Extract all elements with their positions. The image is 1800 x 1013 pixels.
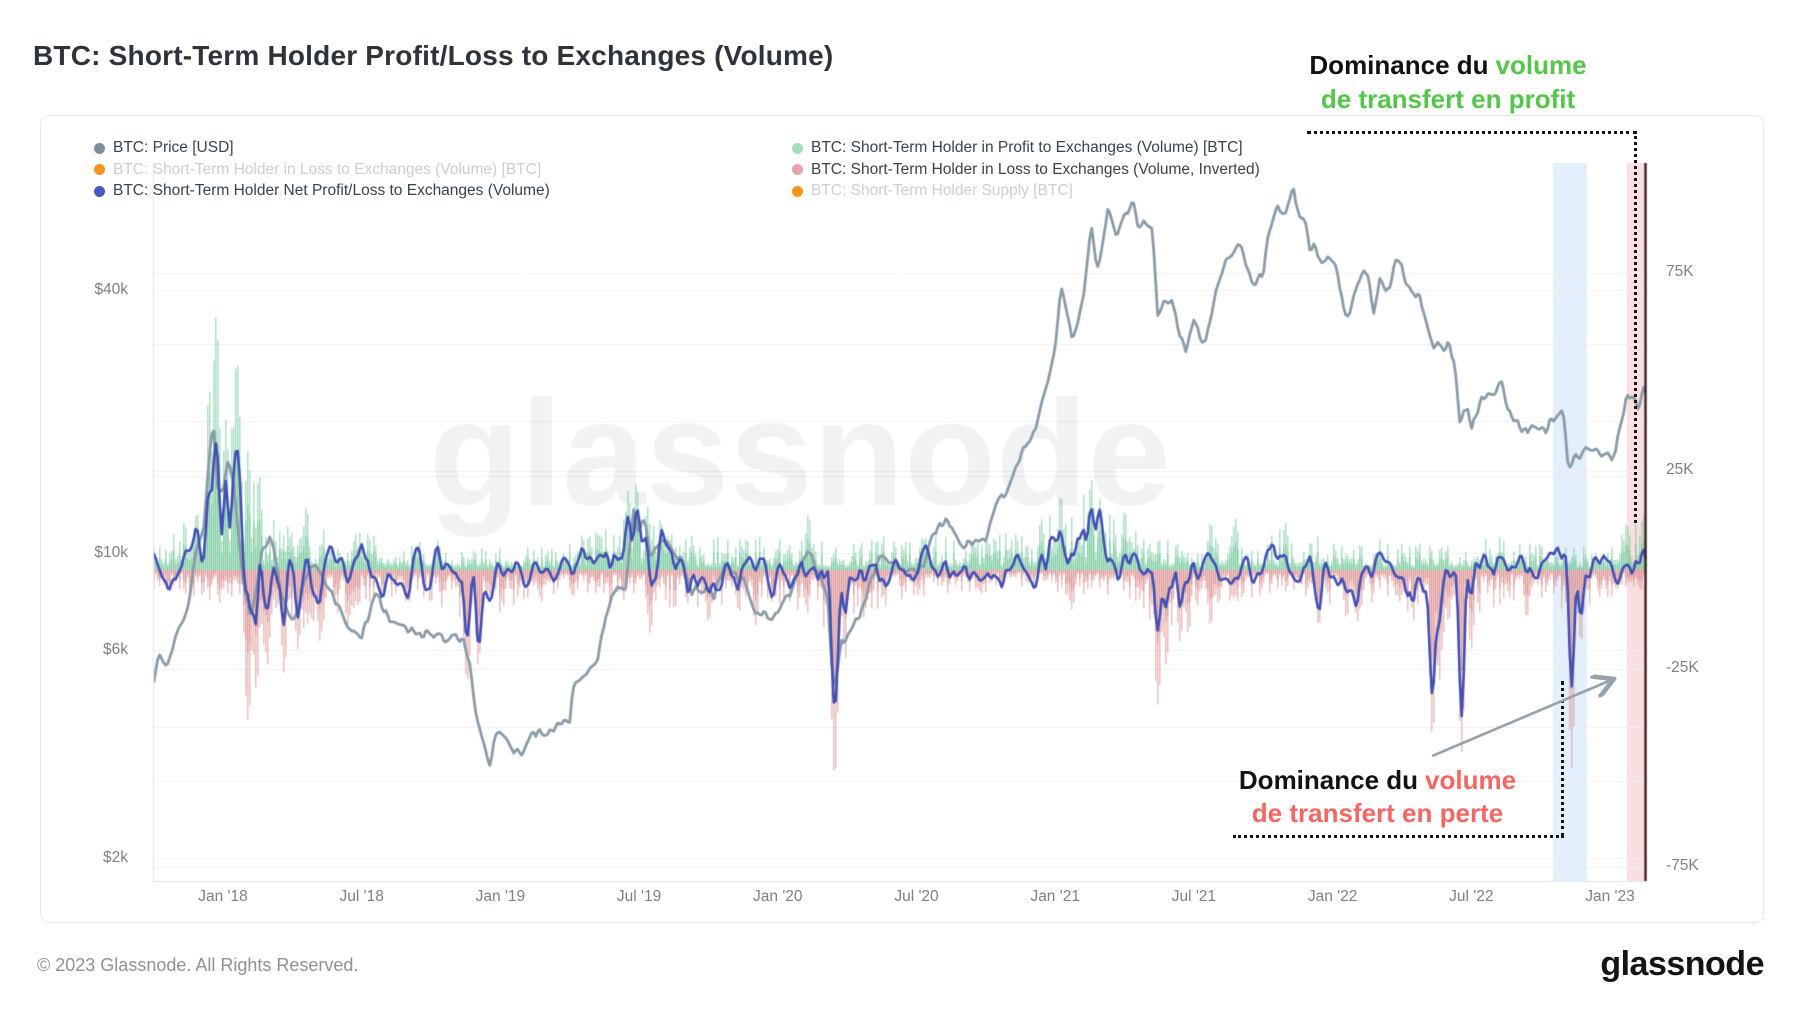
legend-dot-icon: [792, 164, 803, 175]
legend-item-label: BTC: Short-Term Holder in Loss to Exchan…: [113, 160, 542, 178]
annotation-loss-dominance: Dominance du volume de transfert en perte: [1185, 764, 1570, 830]
x-axis-tick-label: Jul '21: [1171, 888, 1217, 905]
x-axis-tick-label: Jan '20: [753, 888, 803, 905]
annotation-loss-line1: Dominance du volume: [1238, 765, 1517, 795]
legend-item-2[interactable]: BTC: Short-Term Holder Net Profit/Loss t…: [94, 181, 550, 201]
legend-item-1[interactable]: BTC: Short-Term Holder in Loss to Exchan…: [94, 160, 541, 180]
x-axis-tick-label: Jul '18: [339, 888, 384, 905]
x-axis-tick-label: Jan '22: [1307, 888, 1358, 905]
y-axis-left-tick-label: $2k: [103, 849, 128, 867]
y-axis-right-tick-label: 25K: [1666, 461, 1694, 478]
x-axis-tick-label: Jan '19: [475, 888, 526, 905]
x-axis-tick-label: Jan '18: [198, 888, 248, 905]
legend-dot-icon: [792, 185, 803, 197]
y-axis-left-tick-label: $6k: [103, 640, 128, 658]
profit-bracket-vertical-dotted-line: [1634, 131, 1637, 523]
legend-item-label: BTC: Price [USD]: [113, 139, 234, 156]
x-axis-tick-label: Jul '19: [616, 888, 662, 905]
legend-dot-icon: [792, 142, 803, 154]
annotation-profit-line1: Dominance du volume: [1309, 50, 1587, 80]
annotation-loss-line2: de transfert en perte: [1251, 798, 1504, 828]
y-axis-right-tick-label: -25K: [1666, 659, 1699, 676]
y-axis-left-tick-label: $10k: [94, 544, 128, 561]
annotation-profit-dominance: Dominance du volume de transfert en profi…: [1252, 48, 1644, 116]
legend-item-label: BTC: Short-Term Holder in Profit to Exch…: [811, 139, 1243, 156]
legend-dot-icon: [94, 142, 105, 154]
annotation-arrow-icon: [1431, 668, 1623, 758]
legend-item-5[interactable]: BTC: Short-Term Holder Supply [BTC]: [792, 181, 1073, 201]
legend-item-label: BTC: Short-Term Holder Net Profit/Loss t…: [113, 182, 550, 199]
legend-item-label: BTC: Short-Term Holder in Loss to Exchan…: [811, 160, 1260, 178]
legend-dot-icon: [94, 185, 105, 197]
y-axis-left-tick-label: $40k: [94, 280, 128, 298]
y-axis-right-tick-label: 75K: [1666, 263, 1694, 280]
copyright-text: © 2023 Glassnode. All Rights Reserved.: [37, 955, 359, 975]
profit-bracket-horizontal-dotted-line: [1307, 131, 1637, 134]
legend-item-3[interactable]: BTC: Short-Term Holder in Profit to Exch…: [792, 138, 1243, 158]
legend-dot-icon: [94, 164, 105, 175]
legend-item-0[interactable]: BTC: Price [USD]: [94, 138, 234, 158]
y-axis-right-tick-label: -75K: [1666, 857, 1699, 874]
x-axis-tick-label: Jul '22: [1449, 888, 1494, 905]
x-axis-tick-label: Jul '20: [894, 888, 939, 905]
loss-bracket-vertical-dotted-line: [1561, 681, 1564, 837]
glassnode-logo: glassnode: [1600, 945, 1764, 983]
x-axis-tick-label: Jan '21: [1030, 888, 1080, 905]
legend-item-4[interactable]: BTC: Short-Term Holder in Loss to Exchan…: [792, 160, 1260, 180]
legend-item-label: BTC: Short-Term Holder Supply [BTC]: [811, 182, 1073, 199]
loss-bracket-horizontal-dotted-line: [1233, 835, 1564, 838]
x-axis-tick-label: Jan '23: [1585, 888, 1635, 905]
annotation-profit-line2: de transfert en profit: [1320, 84, 1576, 114]
